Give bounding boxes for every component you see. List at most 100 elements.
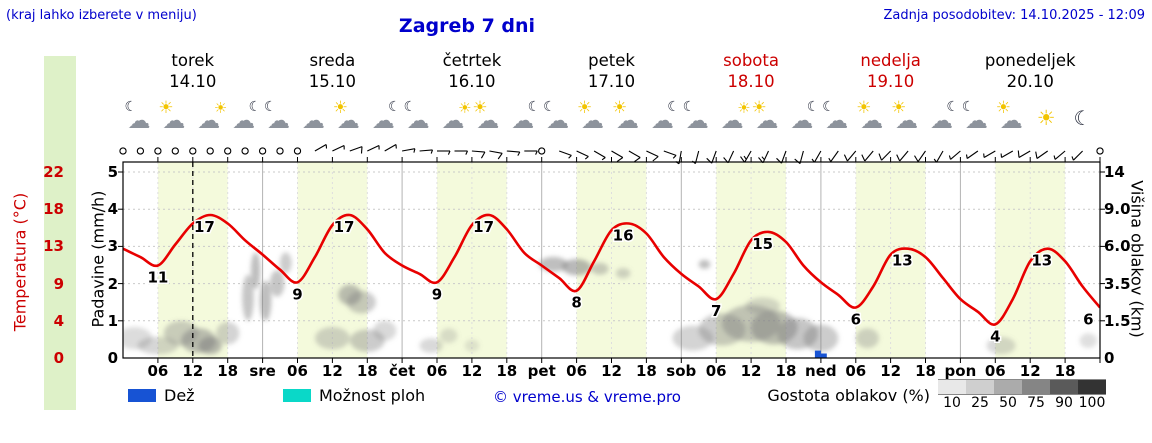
hour-tick: 06 [147, 362, 169, 380]
temp-tick-4: 4 [53, 311, 64, 330]
day-abbr-ned: ned [805, 362, 837, 380]
temp-tick-13: 13 [43, 237, 64, 256]
density-tick-50: 50 [999, 395, 1017, 411]
density-tick-90: 90 [1055, 395, 1073, 411]
temp-value-label: 9 [292, 285, 302, 303]
weather-icon-sun-cloud: ☀ ☁ [751, 98, 779, 134]
weather-icon-sun-cloud: ☀ ☁ [856, 98, 884, 134]
weather-icon-cloud-moon: ☾ ☁ [790, 99, 820, 134]
weather-icon-moon-cloud: ☾ ☁ [264, 99, 291, 134]
hour-tick: 12 [461, 362, 483, 380]
density-segment-10 [938, 379, 966, 395]
day-abbr-pet: pet [527, 362, 556, 380]
density-tick-75: 75 [1027, 395, 1045, 411]
day-abbr-sre: sre [249, 362, 276, 380]
temp-tick-22: 22 [43, 163, 64, 181]
weather-icon-moon-cloud: ☾ ☁ [543, 99, 570, 134]
hour-tick: 12 [182, 362, 204, 380]
density-tick-10: 10 [943, 395, 961, 411]
hour-tick: 06 [287, 362, 308, 380]
cloud-tick-0: 0 [1104, 349, 1115, 367]
weather-icon-sun-cloud: ☀ ☁ [332, 98, 360, 134]
cloud-layer [123, 252, 1098, 355]
hour-tick: 18 [915, 362, 936, 380]
density-tick-25: 25 [971, 395, 989, 411]
weather-icon-sun-cloud: ☀ ☁ [611, 98, 639, 134]
day-header-sreda: sreda 15.10 [308, 51, 356, 91]
weather-icon-moon-cloud: ☾ ☁ [822, 99, 849, 134]
hour-tick: 18 [496, 362, 518, 380]
day-abbr-pon: pon [944, 362, 977, 380]
weather-icon-cloud-moon: ☾ ☁ [371, 99, 401, 134]
hour-tick: 06 [705, 362, 727, 380]
hour-tick: 18 [217, 362, 239, 380]
temp-value-label: 17 [194, 218, 215, 236]
showers-legend-swatch [283, 389, 311, 402]
day-header-sobota: sobota 18.10 [723, 51, 779, 91]
wind-barbs-row [119, 144, 1104, 165]
day-header-nedelja: nedelja 19.10 [860, 51, 921, 91]
rain-legend-swatch [128, 389, 156, 402]
density-segment-90 [1050, 379, 1078, 395]
weather-icon-cloud-sun: ☀ ☁ [197, 99, 228, 134]
cloud-tick-3.5: 3.5 [1104, 274, 1131, 293]
density-segment-25 [966, 379, 994, 395]
hour-tick: 06 [845, 362, 867, 380]
showers-legend-label: Možnost ploh [319, 386, 426, 405]
page-title: Zagreb 7 dni [398, 15, 536, 37]
precip-tick-1: 1 [107, 311, 118, 330]
weather-icon-sun-cloud: ☀ ☁ [995, 98, 1023, 134]
weather-icon-cloud-sun: ☀ ☁ [441, 99, 472, 134]
hour-tick: 12 [740, 362, 762, 380]
weather-icon-sun-cloud: ☀ ☁ [472, 98, 500, 134]
temp-value-label: 11 [147, 269, 168, 287]
weather-icon-moon-cloud: ☾ ☁ [961, 99, 988, 134]
precip-tick-5: 5 [107, 163, 118, 181]
density-segment-50 [994, 379, 1022, 395]
weather-icon-moon-cloud: ☾ ☁ [403, 99, 430, 134]
temp-value-label: 6 [851, 311, 861, 329]
weather-icon-cloud-moon: ☾ ☁ [650, 99, 680, 134]
hour-tick: 12 [1019, 362, 1041, 380]
precip-tick-4: 4 [107, 200, 118, 219]
day-header-ponedeljek: ponedeljek 20.10 [984, 51, 1076, 91]
hour-tick: 06 [984, 362, 1006, 380]
temp-value-label: 16 [613, 227, 634, 245]
weather-icon-sun: ☀ [1036, 106, 1056, 130]
precip-tick-3: 3 [107, 237, 118, 256]
density-tick-100: 100 [1078, 395, 1106, 411]
weather-icon-moon-cloud: ☾ ☁ [682, 99, 709, 134]
weather-icon-cloud-moon: ☾ ☁ [232, 99, 262, 134]
temperature-line [123, 213, 1100, 326]
hour-tick: 06 [426, 362, 448, 380]
day-header-četrtek: četrtek 16.10 [442, 51, 502, 91]
weather-icon-cloud-moon: ☾ ☁ [929, 99, 959, 134]
temp-value-label: 17 [473, 218, 494, 236]
temp-value-label: 15 [752, 235, 773, 253]
hour-tick: 18 [775, 362, 797, 380]
weather-icon-moon-cloud: ☾ ☁ [124, 99, 151, 134]
temp-value-label: 13 [1031, 252, 1052, 270]
cloud-density-label: Gostota oblakov (%) [767, 386, 930, 405]
hour-tick: 12 [321, 362, 343, 380]
temp-value-label: 9 [432, 285, 442, 303]
day-abbr-čet: čet [389, 362, 416, 380]
hour-tick: 12 [601, 362, 622, 380]
cloud-tick-9.0: 9.0 [1104, 200, 1131, 219]
hour-tick: 18 [356, 362, 378, 380]
day-abbr-sob: sob [666, 362, 697, 380]
weather-icon-sun-cloud: ☀ ☁ [891, 98, 919, 134]
cloud-tick-1.5: 1.5 [1104, 311, 1131, 330]
copyright-link[interactable]: © vreme.us & vreme.pro [493, 388, 681, 406]
temp-value-label: 13 [892, 252, 913, 270]
temp-value-label: 17 [334, 218, 355, 236]
temp-tick-18: 18 [43, 200, 64, 219]
left-accent-strip [44, 56, 76, 410]
weather-icon-cloud: ☁ [301, 108, 325, 134]
rain-legend-label: Dež [164, 386, 195, 405]
temp-value-label: 7 [711, 302, 721, 320]
weather-icon-sun-cloud: ☀ ☁ [577, 98, 605, 134]
cloud-tick-14: 14 [1104, 163, 1125, 181]
temp-value-label: 6 [1083, 311, 1093, 329]
